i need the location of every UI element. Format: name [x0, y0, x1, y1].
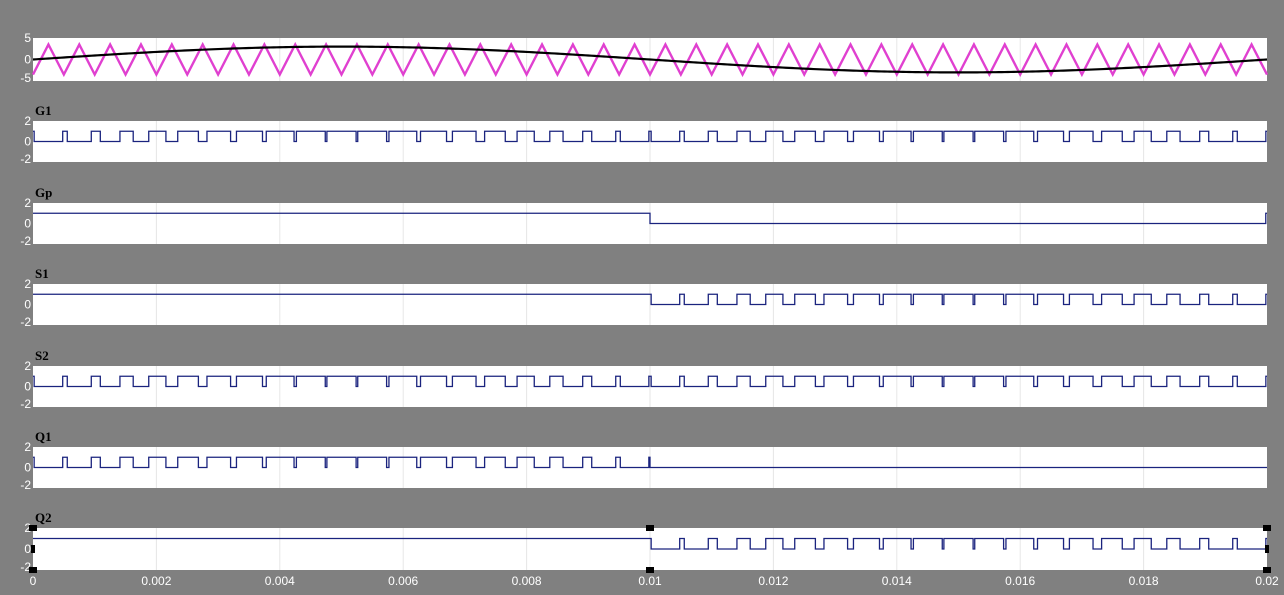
panel-title: G1	[35, 103, 52, 118]
y-tick-label: 0	[24, 53, 31, 67]
x-tick-label: 0.016	[1005, 574, 1035, 588]
panel-title: Gp	[35, 185, 52, 200]
x-tick-label: 0.014	[882, 574, 912, 588]
cursor-marker	[29, 567, 37, 573]
cursor-marker	[1265, 545, 1269, 553]
panel-title: S1	[35, 266, 49, 281]
signal-gp-trace	[33, 212, 1267, 225]
x-axis: 0 0.002 0.004 0.006 0.008 0.01 0.012 0.014 0.016…	[30, 574, 1279, 588]
x-tick-label: 0.018	[1129, 574, 1159, 588]
y-tick-label: -2	[20, 315, 31, 329]
panel-s2: S2 2 0 -2	[20, 348, 1267, 411]
signal-q2-trace	[33, 537, 1267, 550]
y-tick-label: 0	[24, 542, 31, 556]
y-tick-label: 2	[24, 359, 31, 373]
cursor-marker	[646, 567, 654, 573]
y-tick-label: 0	[24, 217, 31, 231]
y-tick-label: 2	[24, 440, 31, 454]
y-tick-label: -2	[20, 560, 31, 574]
y-tick-label: 2	[24, 277, 31, 291]
signal-q1-trace	[33, 456, 1267, 469]
y-tick-label: -2	[20, 478, 31, 492]
y-tick-label: 2	[24, 196, 31, 210]
reference-sine-wave	[32, 45, 1268, 74]
cursor-marker	[646, 525, 654, 531]
panel-g1: G1 2 0 -2	[20, 103, 1267, 166]
y-tick-label: 0	[24, 298, 31, 312]
cursor-markers	[29, 525, 1271, 573]
panel-q2: Q2 2 0 -2	[20, 510, 1267, 574]
x-tick-label: 0	[30, 574, 37, 588]
cursor-marker	[31, 545, 35, 553]
panel-q1: Q1 2 0 -2	[20, 429, 1267, 492]
panel-title: Q1	[35, 429, 52, 444]
y-tick-label: -2	[20, 397, 31, 411]
y-tick-label: 2	[24, 521, 31, 535]
cursor-marker	[1263, 525, 1271, 531]
y-tick-label: 0	[24, 135, 31, 149]
x-tick-label: 0.006	[388, 574, 418, 588]
y-tick-label: 0	[24, 461, 31, 475]
y-tick-label: 5	[24, 31, 31, 45]
x-tick-label: 0.004	[265, 574, 295, 588]
signal-s2-trace	[33, 375, 1267, 388]
signal-g1-trace	[33, 130, 1267, 143]
panel-carrier-reference: 5 0 -5	[20, 31, 1269, 85]
panel-title: S2	[35, 348, 49, 363]
y-tick-label: -5	[20, 71, 31, 85]
signal-s1-trace	[33, 293, 1267, 306]
y-tick-label: 0	[24, 380, 31, 394]
scope-panels: 5 0 -5 G1 2 0 -2 Gp 2 0 -2 S1 2 0 -2 S2 2 0 -2 Q1 2 0 -2 Q2 2 0 -2	[20, 31, 1271, 574]
x-tick-label: 0.012	[758, 574, 788, 588]
y-tick-label: 2	[24, 114, 31, 128]
carrier-triangle-wave	[31, 41, 1269, 78]
x-tick-label: 0.002	[141, 574, 171, 588]
y-tick-label: -2	[20, 152, 31, 166]
x-tick-label: 0.02	[1255, 574, 1279, 588]
cursor-marker	[1263, 567, 1271, 573]
x-tick-label: 0.01	[638, 574, 662, 588]
panel-gp: Gp 2 0 -2	[20, 185, 1267, 248]
panel-s1: S1 2 0 -2	[20, 266, 1267, 329]
x-tick-label: 0.008	[512, 574, 542, 588]
cursor-marker	[29, 525, 37, 531]
panel-title: Q2	[35, 510, 52, 525]
y-tick-label: -2	[20, 234, 31, 248]
